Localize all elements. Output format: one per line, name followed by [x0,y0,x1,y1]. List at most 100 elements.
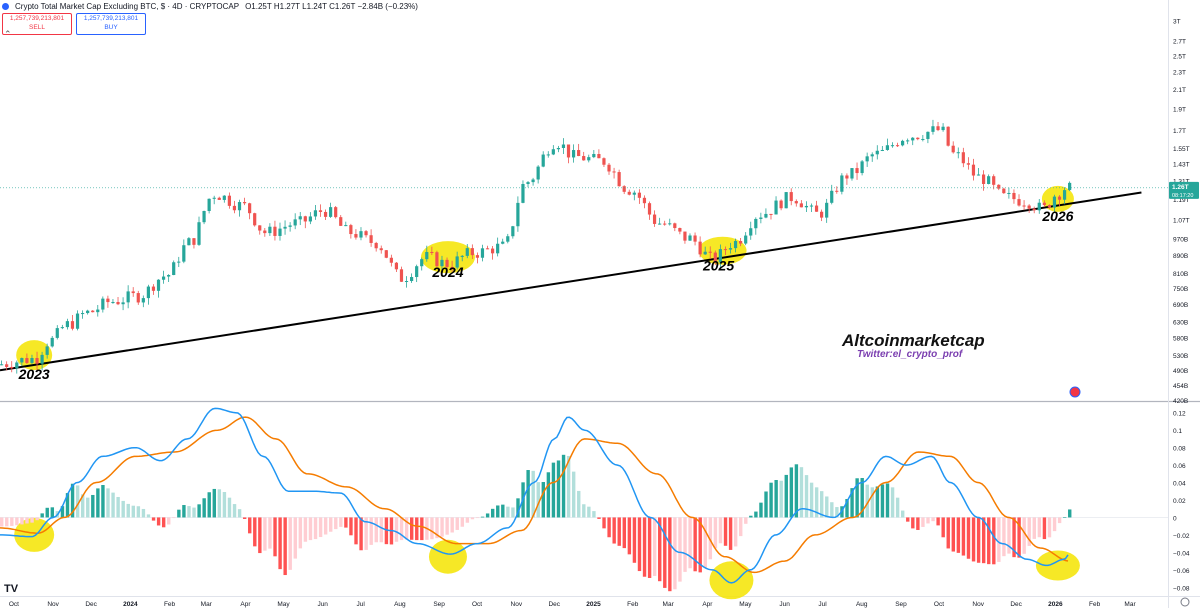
candle-body [293,219,297,226]
macd-histogram-bar [323,517,328,535]
current-price-tag[interactable] [1169,181,1199,199]
macd-histogram-bar [35,517,39,521]
macd-tick-label: −0.04 [1173,550,1190,557]
macd-histogram-bar [556,460,561,518]
macd-highlight-circle [1035,550,1080,581]
candle-body [647,203,652,215]
candle-body [577,150,581,157]
macd-histogram-bar [779,480,783,518]
candle-body [976,174,981,176]
price-tick-label: 1.9T [1173,107,1186,114]
sell-button[interactable]: 1,257,739,213,801 SELL [2,13,72,35]
support-trendline[interactable] [0,191,1142,372]
candle-body [632,192,636,195]
flag-icon[interactable] [1069,386,1081,398]
candle-body [374,242,378,249]
macd-histogram-bar [592,511,596,518]
candle-body [278,228,282,236]
candle-body [55,328,59,338]
candle-body [65,321,70,328]
candle-body [369,235,373,243]
chevron-up-icon[interactable]: ⌃ [4,29,12,39]
macd-histogram-bar [1068,509,1072,518]
candle-body [936,126,940,131]
candle-body [258,225,262,231]
buy-button[interactable]: 1,257,739,213,801 BUY [76,13,146,35]
price-tick-label: 2.7T [1173,39,1186,46]
macd-histogram-bar [926,517,930,524]
buy-label: BUY [104,24,118,31]
macd-histogram-bar [318,517,323,538]
candle-body [172,262,176,276]
macd-histogram-bar [480,516,485,518]
macd-histogram-bar [744,517,748,524]
candle-body [546,154,550,156]
price-tick-label: 2.1T [1173,87,1186,94]
macd-line[interactable] [0,407,1069,584]
macd-histogram-bar [966,517,971,559]
macd-histogram-bar [369,517,373,545]
macd-histogram-bar [688,517,692,569]
candle-body [318,210,323,212]
macd-tick-label: 0 [1173,515,1177,522]
candle-body [845,175,849,179]
year-label: 2024 [431,264,463,280]
macd-histogram-bar [794,464,799,518]
candle-body [784,192,788,209]
candle-body [10,366,14,369]
macd-histogram-bar [75,485,80,518]
macd-signal-line[interactable] [0,416,1069,574]
time-tick-label: Nov [511,601,523,608]
highlight-circle [420,241,475,274]
macd-histogram-bar [384,517,389,545]
candle-body [35,358,39,364]
candle-body [1042,202,1046,206]
candle-body [15,362,19,369]
price-tick-label: 690B [1173,302,1188,309]
macd-histogram-bar [870,487,875,518]
gear-icon[interactable] [1180,597,1190,607]
macd-histogram-bar [308,517,313,541]
candle-body [253,213,257,226]
macd-histogram-bar [723,517,728,546]
candle-body [237,202,242,211]
macd-histogram-bar [116,496,120,518]
macd-histogram-bar [161,517,166,528]
macd-histogram-bar [65,493,70,518]
candle-body [971,164,976,176]
candle-body [809,205,814,207]
candle-body [389,257,393,263]
candle-body [197,222,201,245]
year-label: 2023 [18,366,50,382]
macd-tick-label: 0.08 [1173,446,1186,453]
time-tick-label: Mar [663,601,675,608]
macd-histogram-bar [465,517,470,523]
macd-histogram-bar [855,478,859,518]
candle-body [359,231,363,238]
candle-body [207,198,211,211]
time-tick-label: Dec [1010,601,1022,608]
candle-body [1052,196,1057,208]
macd-histogram-bar [900,510,905,518]
candle-body [820,211,824,218]
macd-histogram-bar [237,509,242,518]
symbol-title[interactable]: Crypto Total Market Cap Excluding BTC, $… [15,1,240,11]
macd-histogram-bar [50,507,55,518]
candle-body [323,211,328,217]
macd-histogram-bar [475,517,480,519]
macd-histogram-bar [708,517,713,560]
candle-body [212,197,216,199]
candle-body [739,240,743,244]
candle-body [227,195,231,206]
macd-histogram-bar [652,517,657,576]
macd-tick-label: 0.1 [1173,428,1182,435]
candle-body [895,145,900,147]
macd-histogram-bar [1022,517,1026,554]
macd-histogram-bar [430,517,434,540]
candle-body [880,149,884,151]
candle-body [1007,192,1011,194]
macd-histogram-bar [40,513,44,518]
macd-histogram-bar [126,503,130,518]
price-tick-label: 490B [1173,368,1188,375]
